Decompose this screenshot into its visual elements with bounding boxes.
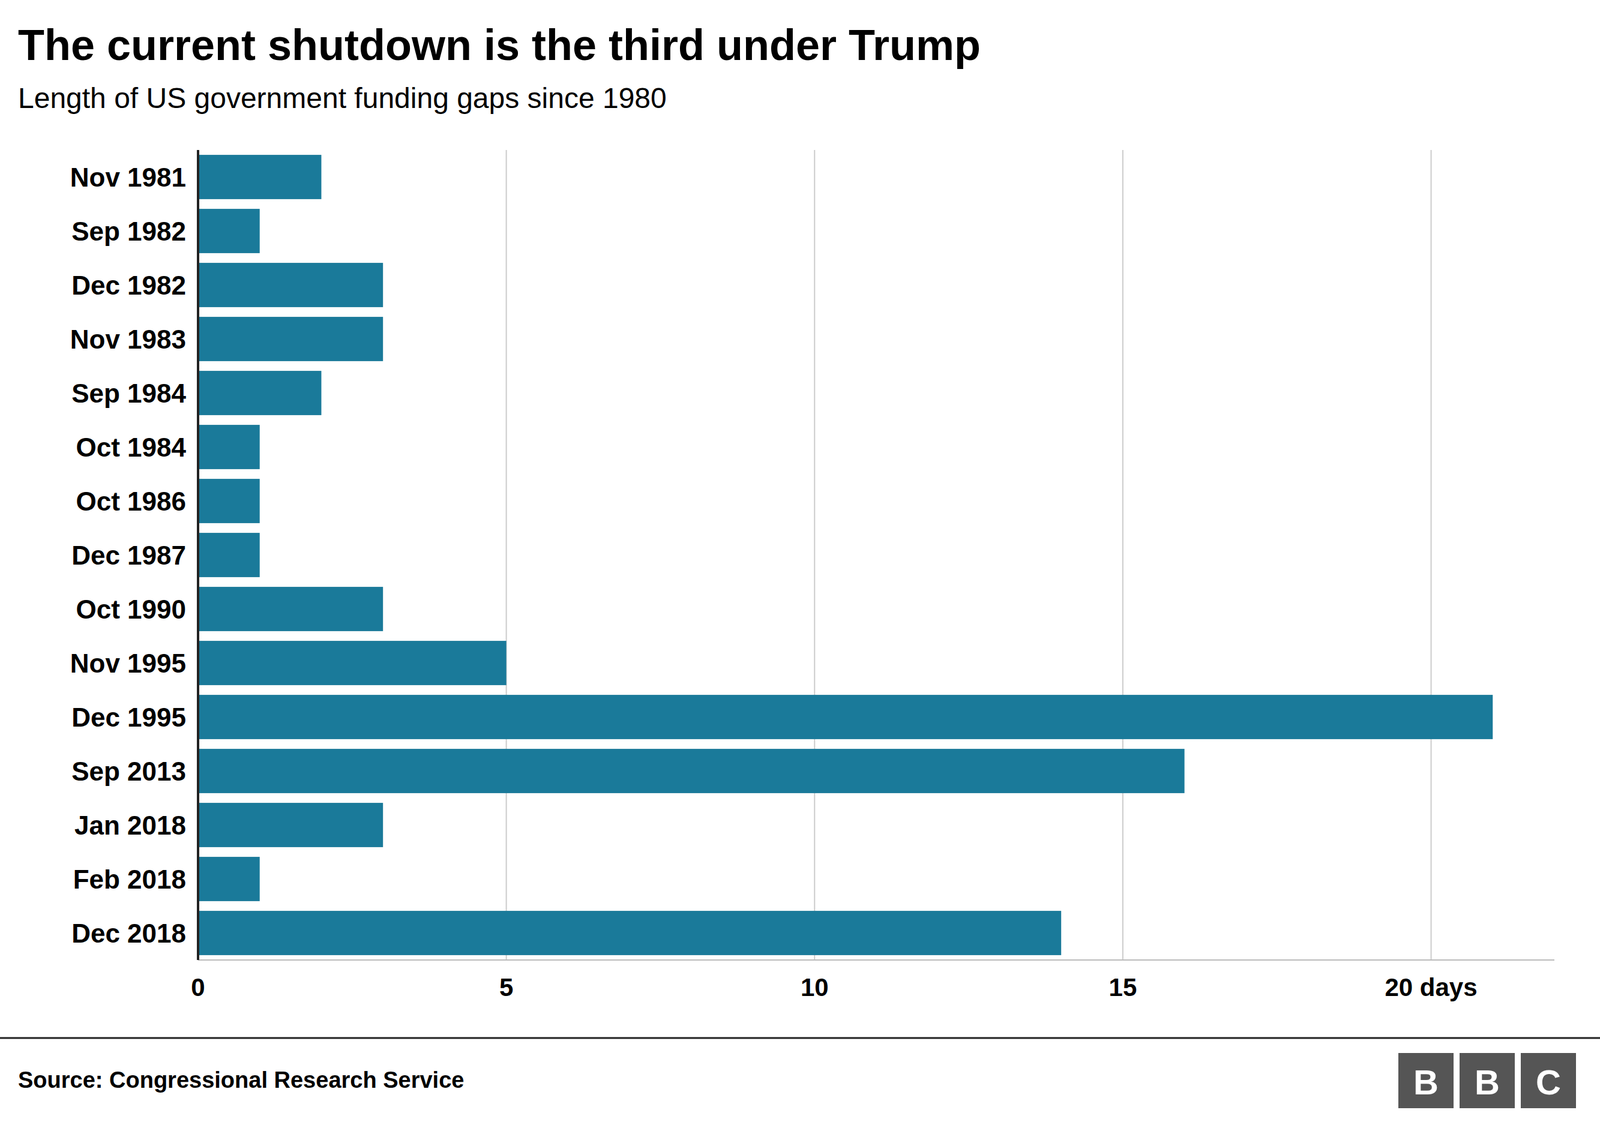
logo: BBC — [1398, 1053, 1576, 1109]
background — [0, 0, 1600, 1125]
chart-container: The current shutdown is the third under … — [0, 0, 1600, 1125]
bar — [198, 857, 260, 902]
x-tick-label: 15 — [1109, 973, 1138, 1002]
title: The current shutdown is the third under … — [18, 21, 981, 70]
y-tick-label: Feb 2018 — [73, 864, 187, 895]
y-tick-label: Sep 1982 — [71, 216, 187, 247]
grid-line — [813, 150, 816, 961]
bar — [198, 208, 260, 254]
bar — [198, 911, 1062, 956]
y-ticks: Nov 1981 Sep 1982 Dec 1982 Nov 1983 Sep 1984… — [70, 162, 187, 949]
y-axis-line — [196, 150, 200, 961]
logo-box — [1398, 1053, 1454, 1109]
bar — [198, 262, 383, 308]
x-tick-label: 10 — [800, 973, 829, 1002]
y-tick-label: Nov 1981 — [70, 162, 187, 193]
y-tick-label: Dec 1995 — [71, 702, 187, 733]
y-tick-label: Jan 2018 — [74, 810, 187, 841]
logo-letter: B — [1474, 1062, 1500, 1102]
bar — [198, 370, 322, 416]
grid — [198, 150, 1432, 961]
y-tick-label: Oct 1984 — [76, 432, 187, 463]
grid-line — [1122, 150, 1124, 961]
bars — [198, 154, 1493, 956]
logo-letter: C — [1535, 1062, 1561, 1102]
x-tick-label: 0 — [190, 973, 205, 1002]
bar — [198, 424, 260, 470]
y-tick-label: Oct 1990 — [76, 594, 187, 625]
logo-box — [1459, 1053, 1515, 1109]
y-tick-label: Nov 1983 — [70, 324, 187, 355]
bar — [198, 748, 1185, 794]
grid-line — [1430, 150, 1432, 961]
bar — [198, 694, 1493, 740]
chart-svg: The current shutdown is the third under … — [0, 0, 1600, 1125]
y-tick-label: Dec 1987 — [71, 540, 187, 571]
y-tick-label: Dec 2018 — [71, 918, 187, 949]
bar — [198, 478, 260, 524]
source: Source: Congressional Research Service — [18, 1067, 464, 1093]
logo-box — [1520, 1053, 1576, 1109]
footer-line — [0, 1037, 1600, 1040]
bar — [198, 154, 322, 200]
y-tick-label: Oct 1986 — [76, 486, 187, 517]
x-tick-label: 20 days — [1384, 973, 1477, 1002]
y-tick-label: Sep 2013 — [71, 756, 187, 787]
y-tick-label: Sep 1984 — [71, 378, 187, 409]
logo-letter: B — [1413, 1062, 1439, 1102]
bar — [198, 532, 260, 578]
y-tick-label: Dec 1982 — [71, 270, 187, 301]
grid-line — [505, 150, 508, 961]
bar — [198, 640, 507, 686]
grid-line — [197, 150, 199, 961]
bar — [198, 586, 383, 632]
subtitle: Length of US government funding gaps sin… — [18, 82, 667, 115]
y-tick-label: Nov 1995 — [70, 648, 187, 679]
x-ticks: 0 5 10 15 20 days — [190, 973, 1477, 1002]
x-axis-line — [198, 959, 1555, 961]
bar — [198, 316, 383, 362]
x-tick-label: 5 — [499, 973, 514, 1002]
bar — [198, 803, 383, 848]
